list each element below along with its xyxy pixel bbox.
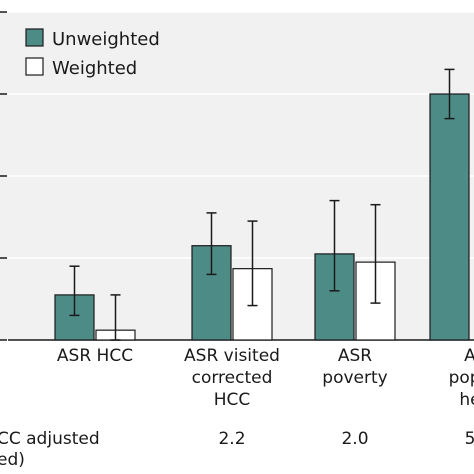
category-label: ASR visited xyxy=(184,346,280,366)
bar-unweighted xyxy=(429,93,470,341)
bar-unweighted xyxy=(191,245,232,341)
error-bars xyxy=(69,68,455,341)
category-label: HCC xyxy=(214,390,251,410)
footer-row-value: 5 xyxy=(465,429,474,449)
category-label: popu xyxy=(449,368,474,388)
legend-label-weighted: Weighted xyxy=(52,58,137,79)
footer-row-label: CC adjusted xyxy=(0,429,100,449)
category-label: ASR xyxy=(338,346,372,366)
grid-lines xyxy=(0,11,474,341)
category-label: A xyxy=(464,346,474,366)
category-label: poverty xyxy=(322,368,387,388)
category-label: ASR HCC xyxy=(57,346,133,366)
legend-label-unweighted: Unweighted xyxy=(52,29,160,50)
footer-row-value: 2.2 xyxy=(218,429,245,449)
footer-row-value: 2.0 xyxy=(341,429,368,449)
legend: Unweighted Weighted xyxy=(25,28,160,79)
footer-row-label: ed) xyxy=(0,450,25,470)
category-label: he xyxy=(459,390,474,410)
bar-unweighted xyxy=(54,294,95,341)
legend-swatch-weighted xyxy=(25,57,44,76)
category-label: corrected xyxy=(192,368,273,388)
legend-swatch-unweighted xyxy=(25,28,44,47)
